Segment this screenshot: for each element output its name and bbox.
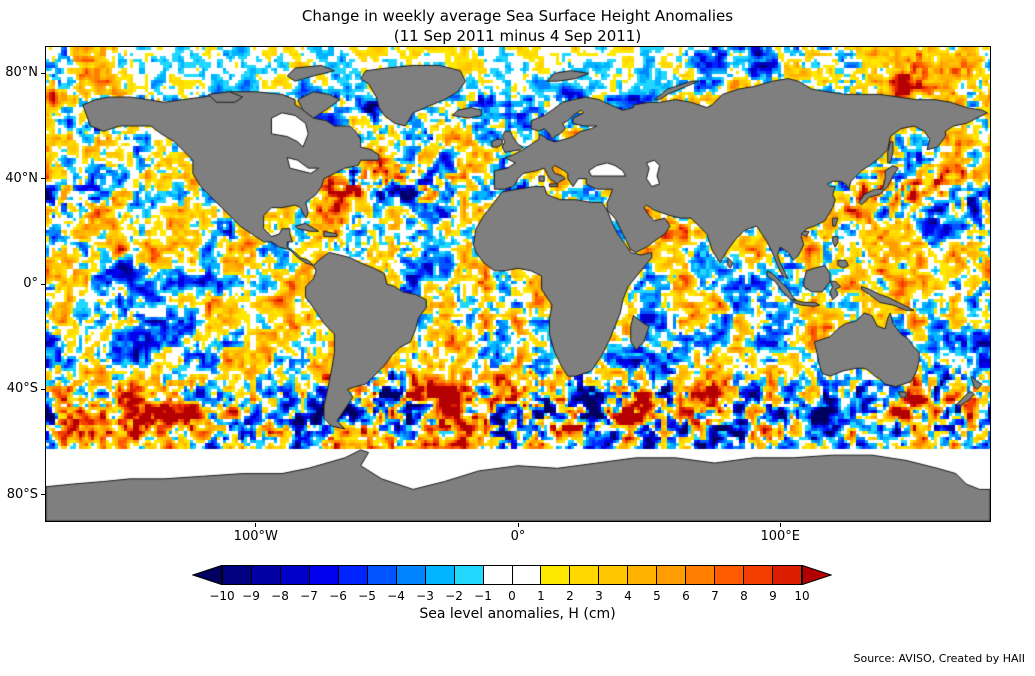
colorbar-segment — [482, 566, 512, 584]
colorbar-tick-label: 7 — [711, 589, 719, 603]
colorbar-segment — [223, 566, 251, 584]
y-tick-mark — [41, 72, 45, 74]
colorbar-segment — [337, 566, 367, 584]
colorbar-segment — [308, 566, 338, 584]
colorbar-tick-label: −1 — [474, 589, 492, 603]
y-tick-mark — [41, 494, 45, 496]
y-tick-label: 80°S — [6, 486, 38, 502]
colorbar-segment — [250, 566, 280, 584]
x-tick-label: 0° — [510, 529, 526, 544]
colorbar-tick-label: 6 — [682, 589, 690, 603]
colorbar-tick-label: −10 — [209, 589, 235, 603]
colorbar-tick-label: 4 — [624, 589, 632, 603]
colorbar-segment — [598, 566, 628, 584]
colorbar-tick-label: 9 — [769, 589, 777, 603]
colorbar-tick-label: 1 — [537, 589, 545, 603]
y-tick-label: 80°N — [5, 65, 38, 81]
x-tick-mark — [779, 523, 781, 527]
colorbar-segment — [714, 566, 744, 584]
colorbar-segment — [366, 566, 396, 584]
colorbar-tick-label: −3 — [416, 589, 434, 603]
colorbar-tick-label: −2 — [445, 589, 463, 603]
colorbar-tick-label: −6 — [329, 589, 347, 603]
colorbar-segment — [685, 566, 715, 584]
x-tick-mark — [255, 523, 257, 527]
colorbar-tick-label: −9 — [242, 589, 260, 603]
colorbar-tick-label: −7 — [300, 589, 318, 603]
colorbar-segment — [395, 566, 425, 584]
colorbar-tick-label: 10 — [794, 589, 810, 603]
colorbar-segment — [772, 566, 802, 584]
colorbar-segment — [569, 566, 599, 584]
y-tick-mark — [41, 388, 45, 390]
colorbar-tick-label: 0 — [508, 589, 516, 603]
colorbar — [222, 565, 802, 585]
y-tick-mark — [41, 178, 45, 180]
colorbar-segment — [540, 566, 570, 584]
y-tick-label: 0° — [23, 276, 38, 291]
colorbar-segment — [627, 566, 657, 584]
colorbar-segment — [453, 566, 483, 584]
y-tick-label: 40°N — [5, 170, 38, 186]
x-tick-mark — [517, 523, 519, 527]
colorbar-tick-label: 2 — [566, 589, 574, 603]
y-tick-label: 40°S — [6, 381, 38, 397]
colorbar-segment — [424, 566, 454, 584]
colorbar-tick-label: −5 — [358, 589, 376, 603]
colorbar-tick-label: 8 — [740, 589, 748, 603]
colorbar-segment — [511, 566, 541, 584]
colorbar-over-arrow — [802, 565, 832, 585]
y-tick-mark — [41, 283, 45, 285]
colorbar-segment — [743, 566, 773, 584]
colorbar-tick-label: −8 — [271, 589, 289, 603]
chart-title: Change in weekly average Sea Surface Hei… — [301, 7, 734, 25]
colorbar-tick-label: 3 — [595, 589, 603, 603]
chart-subtitle: (11 Sep 2011 minus 4 Sep 2011) — [393, 27, 642, 45]
x-tick-label: 100°W — [233, 529, 278, 544]
colorbar-tick-label: 5 — [653, 589, 661, 603]
colorbar-under-arrow — [192, 565, 222, 585]
map-plot-frame — [45, 46, 991, 522]
colorbar-segment — [279, 566, 309, 584]
x-tick-label: 100°E — [760, 529, 800, 544]
colorbar-segment — [656, 566, 686, 584]
colorbar-tick-label: −4 — [387, 589, 405, 603]
source-credit: Source: AVISO, Created by HAII — [853, 652, 1025, 665]
world-map-canvas — [46, 47, 990, 521]
colorbar-label: Sea level anomalies, H (cm) — [419, 606, 616, 622]
